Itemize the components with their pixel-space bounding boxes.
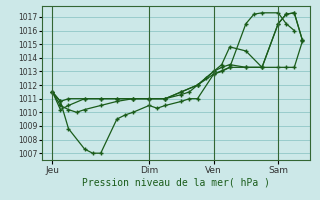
X-axis label: Pression niveau de la mer( hPa ): Pression niveau de la mer( hPa ): [82, 177, 270, 187]
